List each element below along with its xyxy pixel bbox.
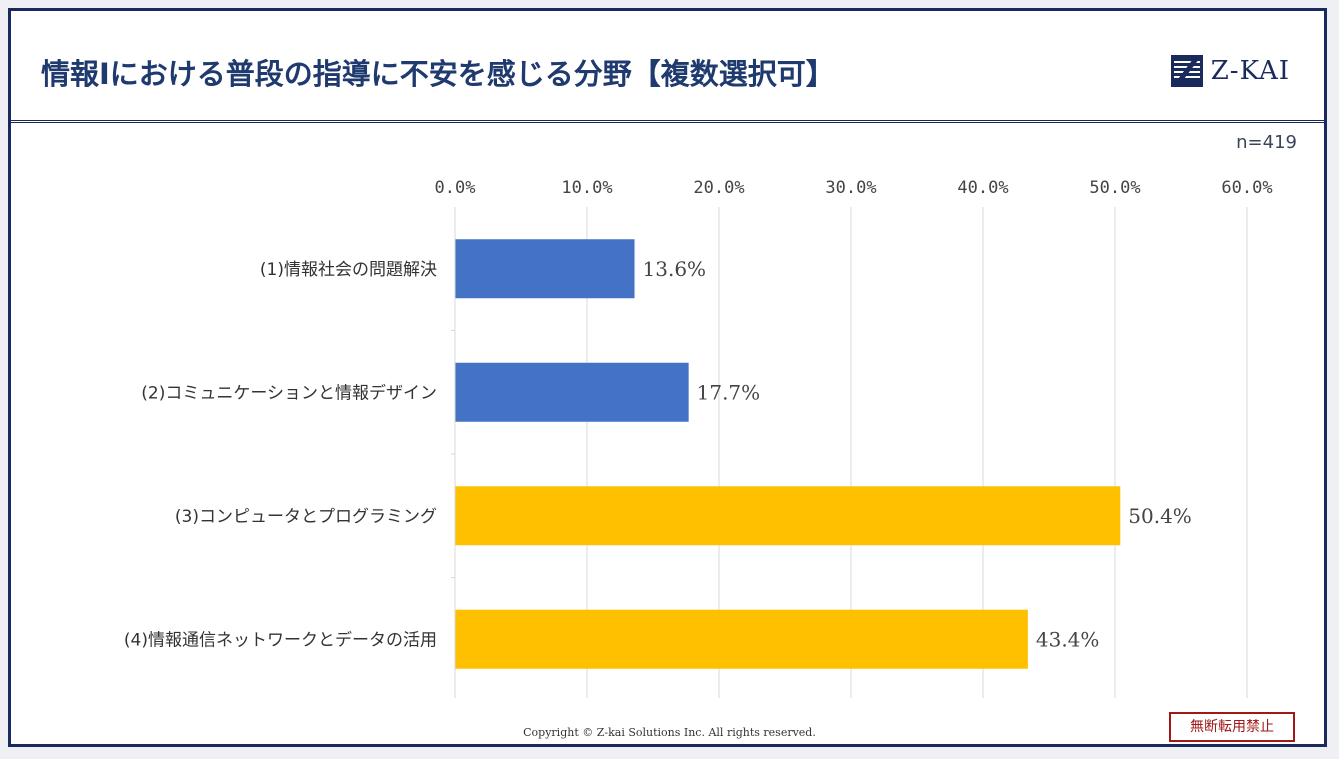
tick-label: 40.0%	[957, 178, 1008, 198]
copyright-notice: Copyright © Z-kai Solutions Inc. All rig…	[523, 726, 816, 739]
bar	[455, 609, 1028, 669]
category-label: (3)コンピュータとプログラミング	[175, 507, 437, 527]
z-kai-logo: Z-KAI	[1170, 55, 1290, 87]
tick-label: 30.0%	[825, 178, 876, 198]
data-label: 43.4%	[1036, 627, 1100, 651]
tick-label: 50.0%	[1089, 178, 1140, 198]
data-label: 13.6%	[643, 257, 707, 281]
z-kai-logo-icon	[1170, 55, 1203, 87]
tick-label: 60.0%	[1221, 178, 1272, 198]
z-kai-logo-text: Z-KAI	[1210, 56, 1290, 86]
tick-label: 10.0%	[561, 178, 612, 198]
data-label: 17.7%	[697, 380, 761, 404]
sample-size: n=419	[1236, 132, 1297, 153]
category-label: (2)コミュニケーションと情報デザイン	[141, 382, 437, 403]
category-label: (1)情報社会の問題解決	[260, 260, 437, 280]
no-reprint-stamp: 無断転用禁止	[1169, 712, 1295, 742]
bar	[455, 239, 635, 299]
tick-label: 20.0%	[693, 178, 744, 198]
bar	[455, 486, 1121, 546]
data-label: 50.4%	[1128, 504, 1192, 528]
tick-label: 0.0%	[435, 178, 476, 198]
bar	[455, 362, 689, 422]
slide-header: 情報Ⅰにおける普段の指導に不安を感じる分野【複数選択可】 Z-KAI	[11, 11, 1324, 123]
category-label: (4)情報通信ネットワークとデータの活用	[124, 629, 437, 650]
slide-title: 情報Ⅰにおける普段の指導に不安を感じる分野【複数選択可】	[41, 57, 835, 91]
